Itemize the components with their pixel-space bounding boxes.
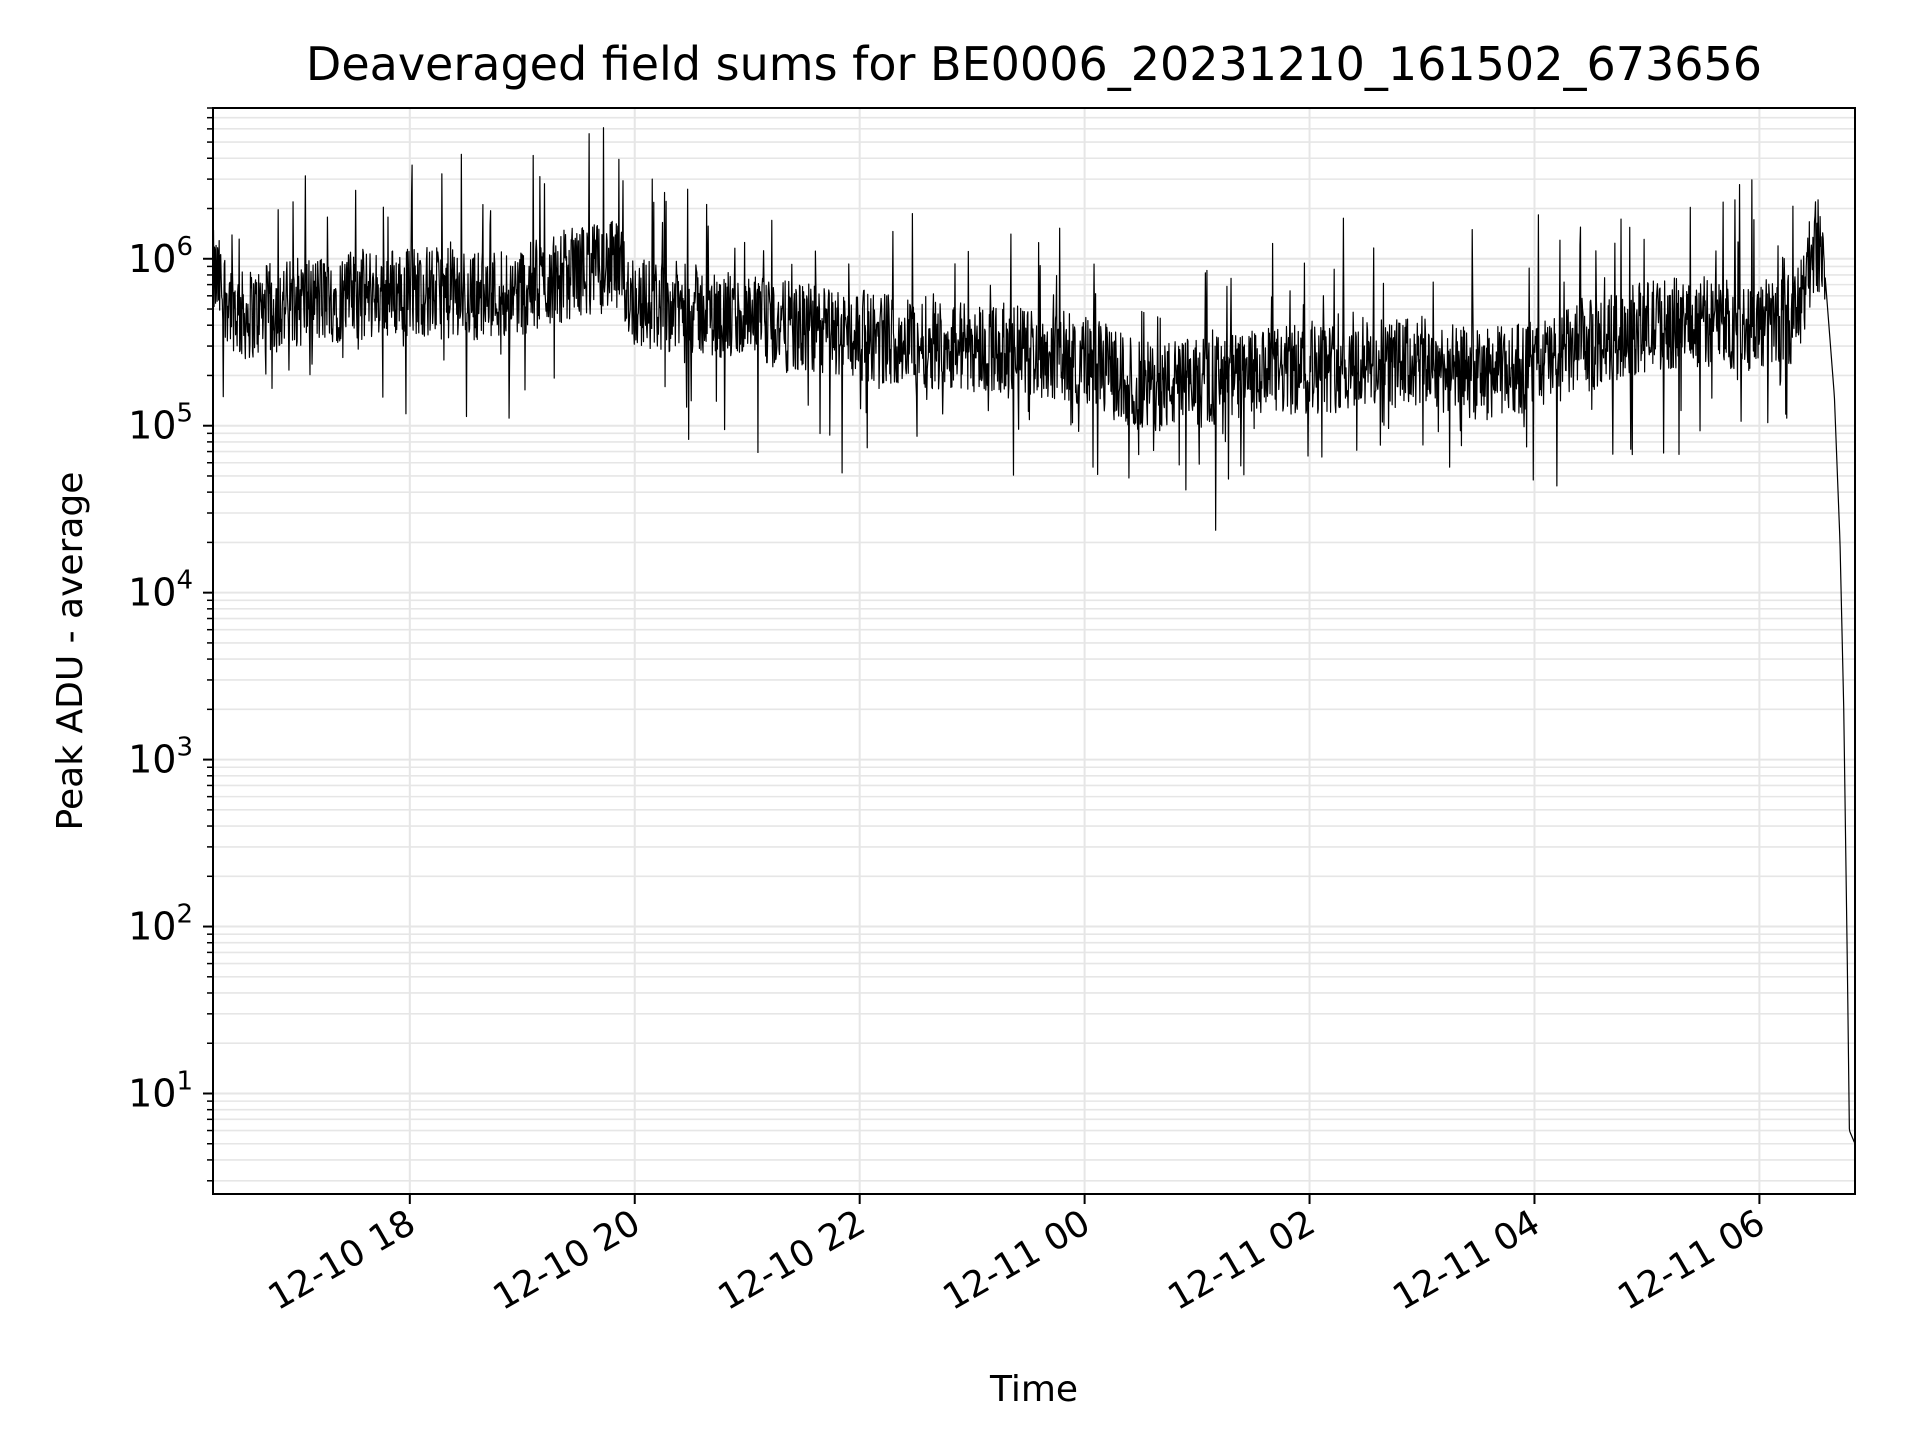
y-tick-base: 10: [128, 571, 176, 615]
chart-title: Deaveraged field sums for BE0006_2023121…: [306, 37, 1762, 91]
y-tick-label: 105: [128, 399, 193, 448]
y-tick-exponent: 6: [176, 232, 193, 262]
plot-frame: [212, 107, 1856, 1195]
y-tick-base: 10: [128, 404, 176, 448]
y-tick-exponent: 1: [176, 1066, 193, 1096]
y-tick-label: 106: [128, 232, 193, 281]
data-layer: [212, 127, 1856, 1144]
y-tick-label: 101: [128, 1066, 193, 1115]
y-tick-base: 10: [128, 237, 176, 281]
x-axis-label: Time: [989, 1369, 1078, 1410]
y-tick-base: 10: [128, 905, 176, 949]
y-tick-label: 102: [128, 900, 193, 949]
y-tick-exponent: 4: [176, 566, 193, 596]
y-tick-label: 103: [128, 733, 193, 782]
y-tick-base: 10: [128, 1071, 176, 1115]
series-line: [212, 127, 1856, 1144]
y-tick-label: 104: [128, 566, 193, 615]
y-axis-label: Peak ADU - average: [50, 472, 91, 831]
y-tick-exponent: 5: [176, 399, 193, 429]
y-tick-base: 10: [128, 738, 176, 782]
y-tick-exponent: 2: [176, 900, 193, 930]
y-tick-exponent: 3: [176, 733, 193, 763]
